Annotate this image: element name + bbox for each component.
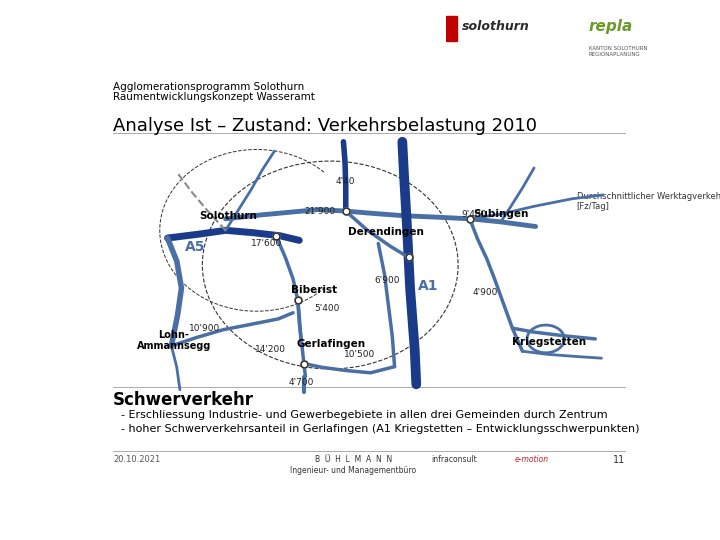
Text: 20.10.2021: 20.10.2021 (113, 455, 161, 464)
Text: Kriegstetten: Kriegstetten (512, 337, 586, 347)
Text: Derendingen: Derendingen (348, 227, 424, 237)
Text: Durchschnittlicher Werktagverkehr
[Fz/Tag]: Durchschnittlicher Werktagverkehr [Fz/Ta… (577, 192, 720, 211)
Bar (446, 16, 456, 40)
Text: 10'500: 10'500 (344, 350, 375, 359)
Text: Raumentwicklungskonzept Wasseramt: Raumentwicklungskonzept Wasseramt (113, 92, 315, 102)
Text: Schwerverkehr: Schwerverkehr (113, 392, 254, 409)
Text: 9'400: 9'400 (462, 210, 487, 219)
Text: Analyse Ist – Zustand: Verkehrsbelastung 2010: Analyse Ist – Zustand: Verkehrsbelastung… (113, 117, 537, 135)
Text: Subingen: Subingen (473, 209, 528, 219)
Text: 21'900: 21'900 (305, 207, 336, 217)
Text: 11: 11 (613, 455, 625, 465)
Text: A5: A5 (185, 240, 206, 254)
Text: 5'400: 5'400 (315, 303, 340, 313)
Text: e-motion: e-motion (515, 455, 549, 464)
Text: infraconsult: infraconsult (431, 455, 477, 464)
Text: - hoher Schwerverkehrsanteil in Gerlafingen (A1 Kriegstetten – Entwicklungsschwe: - hoher Schwerverkehrsanteil in Gerlafin… (121, 423, 639, 434)
Text: 17'600: 17'600 (251, 239, 282, 248)
Text: 4'900: 4'900 (472, 288, 498, 297)
Text: A1: A1 (418, 279, 439, 293)
Text: 4'700: 4'700 (288, 377, 313, 387)
Text: Lohn-
Ammannsegg: Lohn- Ammannsegg (137, 329, 211, 351)
Text: 14'200: 14'200 (255, 345, 286, 354)
Text: KANTON SOLOTHURN
REGIONAPLANUNG: KANTON SOLOTHURN REGIONAPLANUNG (589, 46, 647, 57)
Text: repla: repla (589, 19, 633, 35)
Text: 10'900: 10'900 (189, 325, 220, 333)
Text: solothurn: solothurn (462, 21, 530, 33)
Text: Biberist: Biberist (292, 285, 338, 295)
Text: Solothurn: Solothurn (199, 211, 257, 221)
Text: Agglomerationsprogramm Solothurn: Agglomerationsprogramm Solothurn (113, 82, 305, 92)
Text: - Erschliessung Industrie- und Gewerbegebiete in allen drei Gemeinden durch Zent: - Erschliessung Industrie- und Gewerbege… (121, 410, 608, 420)
Text: 4'40: 4'40 (336, 177, 356, 186)
Text: B  Ü  H  L  M  A  N  N
Ingenieur- und Managementbüro: B Ü H L M A N N Ingenieur- und Managemen… (290, 455, 417, 475)
Text: Gerlafingen: Gerlafingen (296, 339, 365, 348)
Text: 6'900: 6'900 (374, 276, 400, 285)
